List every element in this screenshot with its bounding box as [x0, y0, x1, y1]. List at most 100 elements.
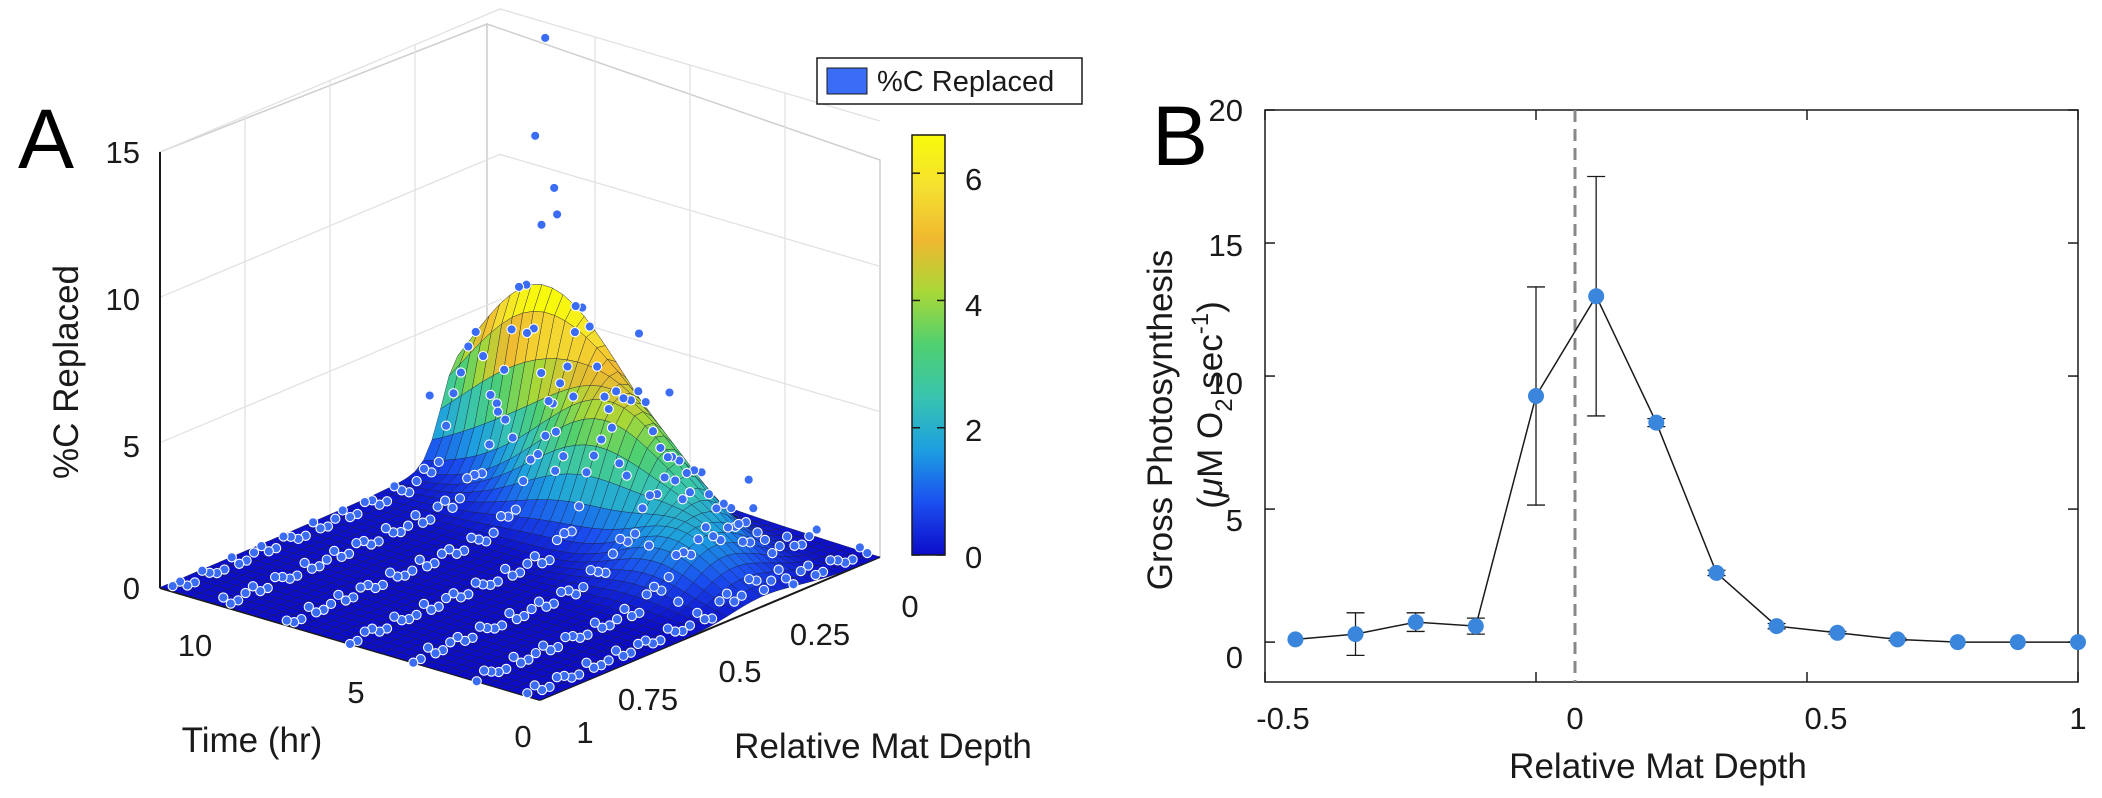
data-point — [795, 565, 806, 577]
x-ticks: -0.5 0 0.5 1 — [1256, 701, 2086, 736]
data-point — [451, 548, 462, 559]
data-point — [670, 475, 681, 486]
data-point — [518, 475, 529, 487]
data-point — [508, 651, 519, 663]
data-point — [862, 547, 873, 559]
data-point — [174, 576, 186, 587]
data-point — [614, 458, 625, 469]
data-point — [606, 422, 618, 433]
y-tick-label: 20 — [1209, 93, 1243, 128]
data-point — [306, 563, 318, 574]
x-tick-label: 0.5 — [1804, 701, 1847, 736]
data-point — [240, 587, 251, 599]
x-axis-label: Relative Mat Depth — [1509, 747, 1807, 786]
data-point — [1287, 631, 1304, 648]
data-point — [692, 607, 703, 619]
data-point — [507, 570, 518, 581]
data-point — [234, 558, 245, 569]
data-point — [424, 390, 435, 401]
data-point — [540, 32, 551, 44]
data-point — [389, 611, 400, 622]
data-point — [681, 467, 692, 479]
data-point — [504, 607, 515, 619]
data-point — [568, 391, 579, 402]
data-point — [596, 434, 607, 445]
data-point — [330, 513, 341, 524]
data-point — [470, 326, 481, 338]
colorbar-ticks — [912, 172, 945, 556]
data-point — [333, 589, 344, 601]
y-ticks: 0 0.25 0.5 0.75 1 — [576, 589, 918, 750]
data-point — [1829, 624, 1846, 641]
data-point — [408, 657, 419, 668]
units-close-paren: ) — [1191, 301, 1230, 313]
data-point — [637, 503, 648, 514]
colorbar: 0 2 4 6 — [911, 134, 982, 575]
data-point — [533, 596, 545, 607]
z-tick-label: 10 — [106, 282, 140, 317]
data-point — [708, 531, 719, 542]
data-point — [626, 610, 638, 622]
y-ticks: 0 5 10 15 20 — [1209, 93, 1243, 675]
y-axis-label: Gross Photosynthesis — [1141, 250, 1180, 590]
data-point — [759, 534, 771, 546]
data-point — [510, 504, 521, 515]
data-point — [299, 557, 310, 569]
data-point — [585, 564, 596, 576]
data-point — [767, 547, 778, 559]
data-point — [167, 580, 178, 592]
data-point — [492, 406, 504, 417]
y-tick-label: 0 — [901, 589, 918, 624]
data-point — [641, 589, 652, 600]
data-point — [417, 517, 429, 528]
data-point — [703, 489, 715, 500]
data-point — [603, 655, 614, 666]
data-point — [418, 598, 430, 610]
data-point — [538, 640, 549, 651]
data-point — [329, 545, 340, 557]
data-point — [225, 598, 236, 609]
data-point — [589, 617, 601, 628]
data-point — [1588, 288, 1605, 305]
x-ticks: 10 5 0 — [178, 628, 532, 754]
data-point — [803, 560, 814, 571]
data-point — [693, 534, 704, 545]
data-point — [470, 577, 481, 588]
data-point — [573, 501, 585, 512]
data-point — [402, 520, 414, 531]
data-point — [530, 130, 541, 141]
y-axis-label: Relative Mat Depth — [734, 727, 1032, 766]
data-point — [1708, 564, 1725, 581]
data-point — [269, 571, 281, 583]
data-point — [1407, 614, 1424, 631]
units-mu: μ — [1191, 478, 1230, 498]
data-point — [556, 586, 567, 598]
data-point — [380, 523, 392, 534]
data-point — [699, 614, 710, 625]
data-point — [407, 565, 418, 576]
panel-letter-b: B — [1152, 89, 1208, 183]
data-point — [569, 326, 581, 338]
data-point — [722, 522, 734, 533]
z-ticks: 0 5 10 15 — [106, 135, 140, 606]
colorbar-bar — [911, 134, 946, 556]
data-point — [677, 494, 688, 505]
data-point — [663, 571, 674, 583]
data-point — [536, 219, 547, 230]
y-tick-label: 0 — [1226, 640, 1243, 675]
data-point — [440, 592, 452, 604]
data-point — [788, 579, 799, 590]
data-point — [550, 465, 561, 476]
data-point — [500, 563, 511, 575]
data-point — [726, 502, 737, 514]
data-point — [610, 645, 622, 656]
units-part2: sec — [1191, 334, 1230, 398]
data-point — [455, 367, 467, 378]
data-point — [433, 456, 444, 468]
data-point — [554, 378, 566, 389]
data-point — [2009, 634, 2026, 651]
data-point — [810, 569, 821, 581]
data-point — [477, 350, 489, 362]
data-point — [673, 596, 684, 607]
data-point — [256, 540, 267, 552]
